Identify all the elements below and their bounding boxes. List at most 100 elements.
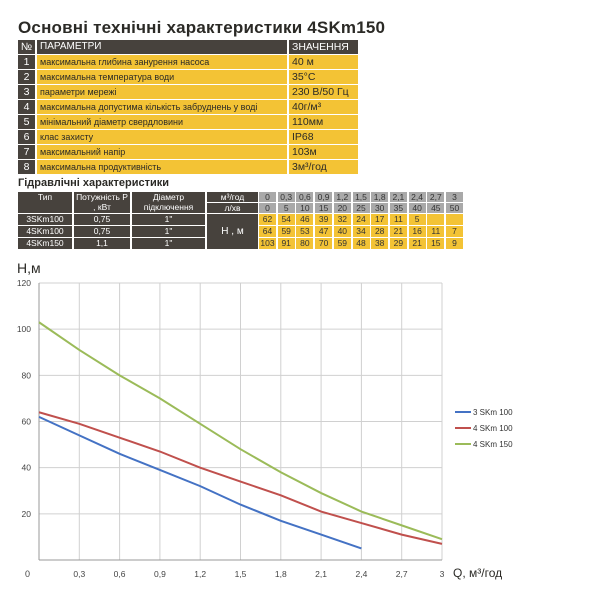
y-axis-title: H,м [17,260,41,276]
head-cell: 70 [315,238,333,249]
row-value: 40г/м³ [289,100,358,114]
row-number: 2 [18,70,35,84]
model-power: 0,75 [74,226,130,237]
row-parameter: мінімальний діаметр свердловини [37,115,287,129]
flow-m3-cell: 0,3 [277,192,295,202]
flow-m3-cell: 1,8 [371,192,389,202]
model-diameter: 1" [132,214,205,225]
model-power: 0,75 [74,214,130,225]
legend-label: 4 SKm 100 [473,424,513,433]
header-type: Тип [18,192,72,213]
col-parameter: ПАРАМЕТРИ [37,40,287,54]
row-value: 103м [289,145,358,159]
row-value: 230 В/50 Гц [289,85,358,99]
row-value: 35°C [289,70,358,84]
legend-label: 3 SKm 100 [473,408,513,417]
head-cell: 17 [371,214,389,225]
x-tick-label: 2,4 [355,569,367,579]
flow-m3-cell: 2,1 [389,192,407,202]
x-tick-label: 3 [440,569,445,579]
head-cell: 38 [371,238,389,249]
head-cell: 9 [446,238,463,249]
x-axis-title: Q, м³/год [453,566,502,580]
head-cell: 59 [333,238,351,249]
head-cell: 103 [259,238,276,249]
y-tick-label: 120 [17,278,31,288]
head-cell: 16 [408,226,426,237]
flow-l-cell: 30 [371,203,389,213]
flow-l-cell: 25 [352,203,370,213]
flow-m3-cell: 2,4 [408,192,426,202]
series-line-3-skm-100 [38,415,362,550]
flow-l-cell: 10 [296,203,314,213]
header-head: Н , м [207,214,258,249]
spec-row: 5 мінімальний діаметр свердловини 110мм [18,115,358,129]
row-number: 7 [18,145,35,159]
model-type: 4SKm100 [18,226,72,237]
head-cell: 24 [352,214,370,225]
series-line-4-skm-150 [38,321,443,541]
spec-row: 2 максимальна температура води 35°C [18,70,358,84]
header-diameter: Діаметр підключення [132,192,205,213]
flow-m3-cell: 1,5 [352,192,370,202]
spec-row: 7 максимальний напір 103м [18,145,358,159]
legend-label: 4 SKm 150 [473,440,513,449]
flow-m3-cell: 0,9 [315,192,333,202]
row-number: 4 [18,100,35,114]
head-cell: 32 [333,214,351,225]
flow-l-cell: 20 [333,203,351,213]
row-number: 3 [18,85,35,99]
head-cell: 59 [277,226,295,237]
spec-table: № ПАРАМЕТРИ ЗНАЧЕННЯ 1 максимальна глибина з… [18,40,358,175]
page-title: Основні технічні характеристики 4SKm150 [18,18,386,37]
model-type: 4SKm150 [18,238,72,249]
col-number: № [18,40,35,54]
head-cell: 5 [408,214,426,225]
y-tick-label: 40 [22,463,32,473]
row-parameter: максимальна глибина занурення насоса [37,55,287,69]
row-parameter: максимальна продуктивність [37,160,287,174]
flow-m3-cell: 2,7 [427,192,445,202]
head-cell: 48 [352,238,370,249]
head-cell: 29 [389,238,407,249]
row-value: 110мм [289,115,358,129]
origin-label: 0 [25,569,30,579]
hydraulic-title: Гідравлічні характеристики [18,177,170,189]
row-number: 8 [18,160,35,174]
head-cell [446,214,463,225]
chart: 0,3 0,6 0,9 1,2 1,5 1,8 2,1 2,4 2,7 3 20 40 60 80 100 1… [17,260,513,580]
head-cell: 40 [333,226,351,237]
head-cell: 47 [315,226,333,237]
head-cell: 39 [315,214,333,225]
head-cell: 21 [389,226,407,237]
header-power: Потужність P , кВт [74,192,130,213]
model-power: 1,1 [74,238,130,249]
head-cell: 28 [371,226,389,237]
row-parameter: максимальна допустима кількість забрудне… [37,100,287,114]
flow-l-cell: 5 [277,203,295,213]
model-diameter: 1" [132,238,205,249]
head-cell: 91 [277,238,295,249]
row-value: 3м³/год [289,160,358,174]
flow-m3-cell: 1,2 [333,192,351,202]
row-value: 40 м [289,55,358,69]
x-tick-label: 0,3 [73,569,85,579]
row-parameter: максимальна температура води [37,70,287,84]
row-number: 6 [18,130,35,144]
flow-m3-cell: 3 [446,192,463,202]
header-flow-m3: м³/год [207,192,258,202]
row-parameter: параметри мережі [37,85,287,99]
row-number: 5 [18,115,35,129]
head-cell: 54 [277,214,295,225]
row-value: IP68 [289,130,358,144]
col-value: ЗНАЧЕННЯ [289,40,358,54]
flow-l-cell: 35 [389,203,407,213]
head-cell: 11 [389,214,407,225]
head-cell: 64 [259,226,276,237]
head-cell [427,214,445,225]
head-cell: 11 [427,226,445,237]
head-cell: 62 [259,214,276,225]
head-cell: 53 [296,226,314,237]
head-cell: 46 [296,214,314,225]
flow-m3-cell: 0,6 [296,192,314,202]
